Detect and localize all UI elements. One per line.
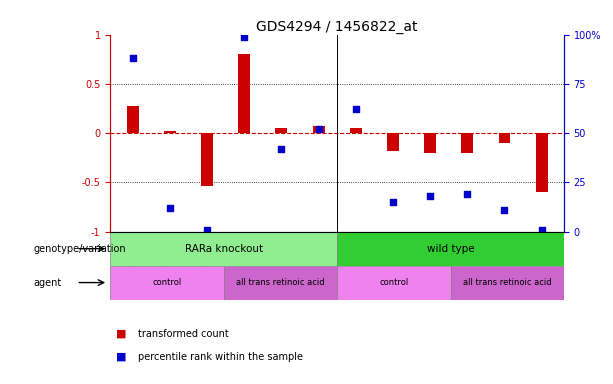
Point (239, 33, 249, 40)
Text: all trans retinoic acid: all trans retinoic acid (463, 278, 552, 287)
Point (462, 191, 472, 197)
Point (202, 227, 212, 233)
Bar (201, 133, 213, 186)
Text: agent: agent (33, 278, 61, 288)
Point (351, 106, 360, 113)
Point (276, 146, 286, 152)
Bar (424, 133, 436, 153)
Bar (127, 106, 139, 133)
Point (537, 227, 547, 233)
Bar (337, 266, 451, 300)
Text: ■: ■ (116, 352, 127, 362)
Point (388, 199, 398, 205)
Bar (313, 126, 324, 133)
Bar (275, 128, 287, 133)
Text: all trans retinoic acid: all trans retinoic acid (236, 278, 325, 287)
Bar (110, 266, 224, 300)
Bar (337, 232, 564, 266)
Point (500, 207, 509, 213)
Point (128, 55, 137, 61)
Text: wild type: wild type (427, 244, 474, 254)
Text: percentile rank within the sample: percentile rank within the sample (138, 352, 303, 362)
Bar (451, 266, 564, 300)
Title: GDS4294 / 1456822_at: GDS4294 / 1456822_at (256, 20, 418, 33)
Text: RARa knockout: RARa knockout (185, 244, 263, 254)
Text: control: control (153, 278, 181, 287)
Bar (536, 133, 547, 192)
Bar (387, 133, 399, 151)
Bar (110, 232, 337, 266)
Point (425, 193, 435, 199)
Bar (164, 131, 176, 133)
Bar (238, 54, 250, 133)
Text: ■: ■ (116, 329, 127, 339)
Bar (498, 133, 511, 143)
Text: control: control (379, 278, 408, 287)
Bar (462, 133, 473, 153)
Bar (350, 128, 362, 133)
Text: transformed count: transformed count (138, 329, 229, 339)
Point (314, 126, 324, 132)
Point (165, 205, 175, 211)
Bar (224, 266, 337, 300)
Text: genotype/variation: genotype/variation (33, 244, 126, 254)
